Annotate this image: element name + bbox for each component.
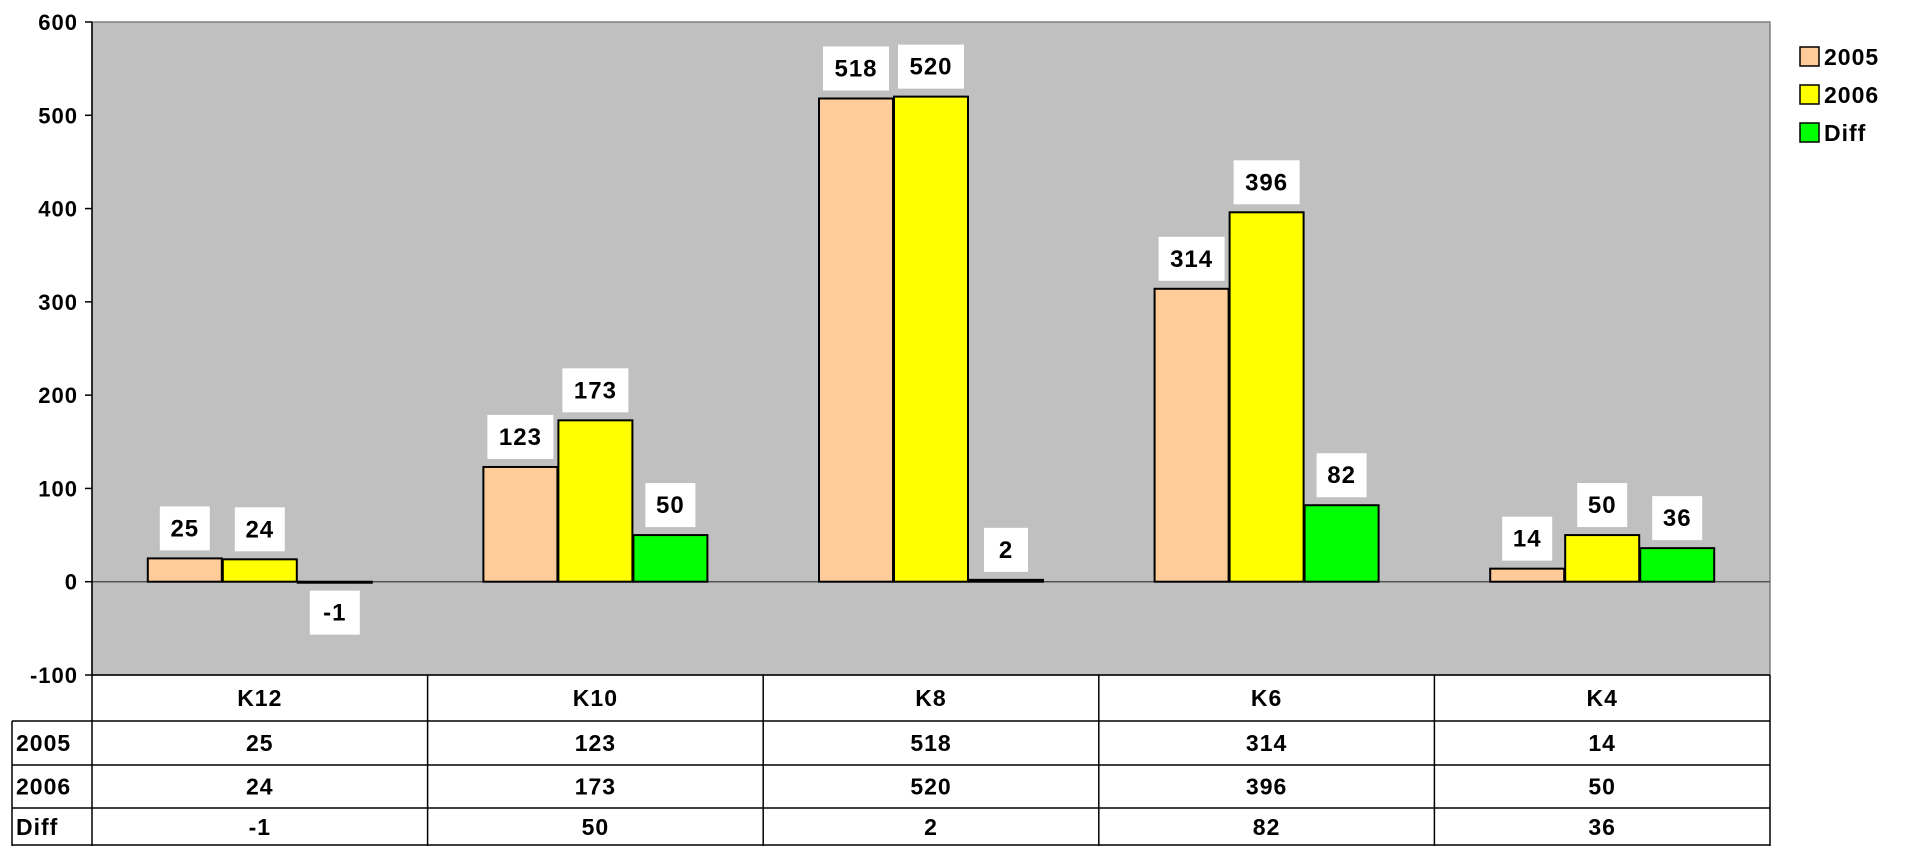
bar-2005-k8 — [818, 97, 894, 583]
legend-label: 2006 — [1824, 82, 1879, 108]
data-label: 123 — [499, 424, 542, 451]
y-tick-label: 500 — [38, 103, 78, 128]
table-cell: 520 — [910, 774, 951, 800]
table-row-header: Diff — [16, 814, 58, 840]
data-label: 50 — [656, 492, 685, 519]
table-cell: 50 — [582, 814, 610, 840]
data-label-box — [823, 46, 889, 91]
data-label: 50 — [1588, 492, 1617, 519]
category-label: K8 — [915, 685, 946, 711]
data-label-box — [234, 507, 285, 552]
data-label-box — [1316, 453, 1367, 498]
data-label-box — [645, 483, 696, 528]
data-label: 518 — [834, 55, 877, 82]
y-tick-label: 100 — [38, 476, 78, 501]
table-cell: -1 — [249, 814, 271, 840]
data-label: 2 — [999, 537, 1013, 564]
data-label-box — [1233, 160, 1300, 205]
table-cell: 50 — [1588, 774, 1616, 800]
legend-swatch-2005 — [1799, 46, 1820, 67]
y-tick-label: -100 — [30, 663, 78, 688]
legend-label: 2005 — [1824, 44, 1879, 70]
data-label: 520 — [909, 54, 952, 81]
table-cell: 396 — [1246, 774, 1287, 800]
bar-diff-k4 — [1639, 547, 1716, 583]
data-label-box — [984, 527, 1028, 572]
y-tick-label: 200 — [38, 383, 78, 408]
bar-2005-k12 — [146, 557, 223, 583]
table-cell: 173 — [575, 774, 616, 800]
bar-diff-k10 — [632, 534, 709, 583]
data-label: 25 — [170, 515, 199, 542]
data-label: 24 — [245, 516, 274, 543]
bar-diff-k6 — [1303, 504, 1380, 583]
y-tick-label: 400 — [38, 197, 78, 222]
y-tick-label: 0 — [65, 570, 78, 595]
bar-2006-k12 — [221, 558, 298, 583]
bar-2005-k6 — [1153, 287, 1230, 583]
table-cell: 2 — [924, 814, 938, 840]
legend-swatch-2006 — [1799, 84, 1820, 105]
table-row-header: 2005 — [16, 730, 71, 756]
y-tick-label: 300 — [38, 290, 78, 315]
table-cell: 123 — [575, 730, 616, 756]
category-label: K6 — [1251, 685, 1282, 711]
data-label: 82 — [1327, 462, 1356, 489]
data-label: 14 — [1513, 526, 1542, 553]
data-labels: 25 24 -1 123 173 50 518 520 2 314 396 82 14 50 36 — [159, 44, 1703, 635]
table-cell: 314 — [1246, 730, 1287, 756]
data-label: 173 — [574, 377, 617, 404]
bars — [146, 95, 1716, 584]
bar-2005-k4 — [1489, 567, 1566, 583]
bar-2006-k6 — [1228, 211, 1305, 583]
table-cell: 82 — [1253, 814, 1281, 840]
bar-2005-k10 — [482, 465, 559, 583]
category-label: K12 — [237, 685, 282, 711]
data-label: 36 — [1663, 505, 1692, 532]
data-label-box — [1158, 236, 1225, 281]
bar-diff-k8 — [968, 578, 1044, 583]
data-table: K12 K10 K8 K6 K4 2005 25 123 518 314 14 2006 24 173 52… — [11, 674, 1771, 846]
data-label-box — [1652, 496, 1703, 541]
table-row-header: 2006 — [16, 774, 71, 800]
data-label-box — [487, 414, 554, 459]
data-label-box — [898, 44, 964, 89]
legend: 2005 2006 Diff — [1799, 44, 1879, 146]
data-label-box — [1577, 483, 1628, 528]
y-axis: 600 500 400 300 200 100 0 -100 — [30, 10, 93, 688]
category-label: K10 — [573, 685, 618, 711]
bar-2006-k10 — [557, 419, 634, 583]
table-cell: 14 — [1588, 730, 1616, 756]
data-label-box — [562, 368, 629, 413]
y-tick-label: 600 — [38, 10, 78, 35]
table-cell: 25 — [246, 730, 274, 756]
data-label: 314 — [1170, 246, 1213, 273]
data-label-box — [1502, 516, 1553, 561]
data-label-box — [159, 506, 210, 551]
category-label: K4 — [1586, 685, 1617, 711]
bar-2006-k8 — [893, 95, 969, 583]
legend-swatch-diff — [1799, 122, 1820, 143]
table-cell: 24 — [246, 774, 274, 800]
data-label: -1 — [323, 600, 346, 627]
legend-label: Diff — [1824, 120, 1866, 146]
data-label: 396 — [1245, 169, 1288, 196]
table-cell: 518 — [910, 730, 951, 756]
table-cell: 36 — [1588, 814, 1616, 840]
bar-2006-k4 — [1564, 534, 1641, 583]
bar-diff-k12 — [296, 580, 373, 584]
data-label-box — [309, 590, 360, 635]
